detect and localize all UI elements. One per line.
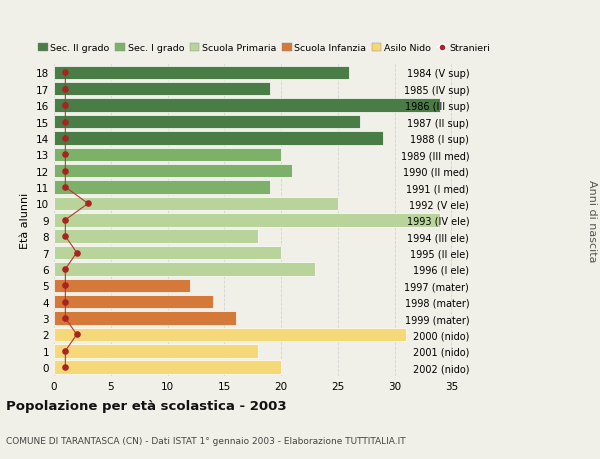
Point bbox=[61, 151, 70, 159]
Bar bbox=[54, 213, 440, 227]
Bar bbox=[54, 83, 269, 96]
Point bbox=[61, 364, 70, 371]
Point bbox=[61, 70, 70, 77]
Bar bbox=[54, 99, 440, 112]
Point bbox=[61, 266, 70, 273]
Bar bbox=[54, 344, 259, 358]
Bar bbox=[54, 181, 269, 194]
Bar bbox=[54, 165, 292, 178]
Y-axis label: Età alunni: Età alunni bbox=[20, 192, 31, 248]
Bar bbox=[54, 116, 361, 129]
Bar bbox=[54, 361, 281, 374]
Point bbox=[61, 233, 70, 241]
Bar bbox=[54, 312, 236, 325]
Bar bbox=[54, 295, 213, 309]
Point bbox=[83, 200, 93, 207]
Bar bbox=[54, 279, 190, 292]
Bar bbox=[54, 148, 281, 162]
Bar bbox=[54, 246, 281, 260]
Point bbox=[61, 298, 70, 306]
Bar bbox=[54, 67, 349, 80]
Point bbox=[61, 135, 70, 142]
Point bbox=[72, 249, 82, 257]
Point bbox=[61, 184, 70, 191]
Text: Popolazione per età scolastica - 2003: Popolazione per età scolastica - 2003 bbox=[6, 399, 287, 412]
Point bbox=[61, 347, 70, 355]
Point bbox=[72, 331, 82, 338]
Text: COMUNE DI TARANTASCA (CN) - Dati ISTAT 1° gennaio 2003 - Elaborazione TUTTITALIA: COMUNE DI TARANTASCA (CN) - Dati ISTAT 1… bbox=[6, 436, 406, 445]
Point bbox=[61, 315, 70, 322]
Point bbox=[61, 217, 70, 224]
Bar bbox=[54, 263, 315, 276]
Bar bbox=[54, 197, 338, 211]
Bar bbox=[54, 328, 406, 341]
Text: Anni di nascita: Anni di nascita bbox=[587, 179, 597, 262]
Point bbox=[61, 118, 70, 126]
Point bbox=[61, 168, 70, 175]
Bar bbox=[54, 230, 259, 243]
Legend: Sec. II grado, Sec. I grado, Scuola Primaria, Scuola Infanzia, Asilo Nido, Stran: Sec. II grado, Sec. I grado, Scuola Prim… bbox=[38, 44, 490, 53]
Point bbox=[61, 282, 70, 289]
Point bbox=[61, 102, 70, 110]
Point bbox=[61, 86, 70, 93]
Bar bbox=[54, 132, 383, 146]
